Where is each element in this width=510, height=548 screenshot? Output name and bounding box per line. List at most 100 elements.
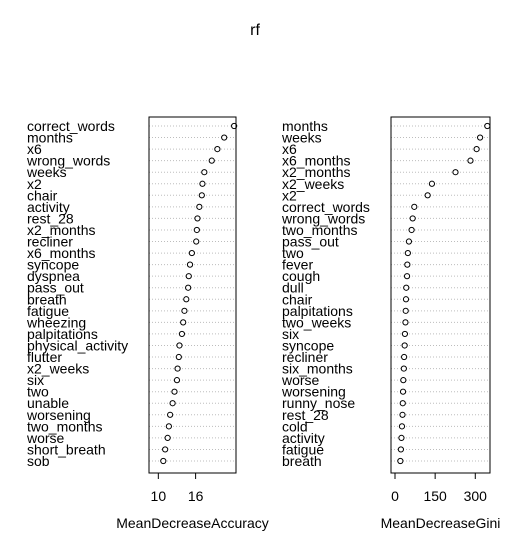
variable-label: two_weeks — [282, 314, 351, 330]
importance-point — [403, 273, 411, 280]
variable-label: syncope — [282, 337, 334, 353]
importance-point — [167, 411, 174, 418]
importance-point — [171, 388, 178, 395]
variable-label: physical_activity — [27, 337, 128, 353]
variable-label: breath — [27, 291, 67, 307]
variable-label: breath — [282, 453, 322, 469]
importance-point — [214, 146, 221, 153]
variable-label: chair — [27, 187, 58, 203]
importance-point — [193, 226, 200, 234]
importance-point — [402, 307, 409, 314]
importance-point — [162, 446, 169, 453]
x-tick-label: 16 — [188, 488, 204, 504]
importance-point — [399, 411, 406, 418]
variable-label: worse — [26, 430, 65, 446]
variable-label: short_breath — [27, 441, 106, 457]
variable-label: x6_months — [282, 153, 350, 169]
importance-point — [208, 157, 215, 164]
importance-point — [169, 400, 176, 407]
importance-point — [402, 319, 409, 326]
importance-point — [185, 273, 192, 280]
variable-label: six — [27, 372, 44, 388]
variable-label: x2_months — [27, 222, 95, 238]
importance-point — [176, 342, 183, 349]
variable-label: dull — [282, 280, 304, 296]
importance-point — [196, 203, 203, 210]
importance-point — [397, 446, 404, 453]
variable-label: x6 — [27, 141, 42, 157]
importance-point — [401, 353, 408, 361]
importance-point — [404, 261, 411, 268]
importance-point — [408, 226, 415, 234]
importance-point — [165, 423, 172, 430]
variable-label: wheezing — [26, 314, 86, 330]
variable-label: two_months — [282, 222, 357, 238]
importance-point — [397, 457, 404, 465]
variable-label: two_months — [27, 418, 102, 434]
importance-point — [401, 342, 408, 349]
variable-label: two — [27, 384, 49, 400]
x-tick-label: 10 — [151, 488, 167, 504]
importance-point — [193, 238, 200, 245]
x-tick-label: 150 — [423, 488, 447, 504]
variable-label: x2 — [282, 187, 297, 203]
importance-point — [201, 169, 208, 176]
importance-point — [199, 180, 206, 187]
importance-point — [484, 122, 491, 130]
x-axis-label-accuracy: MeanDecreaseAccuracy — [116, 515, 269, 531]
variable-label: wrong_words — [26, 153, 110, 169]
importance-point — [428, 180, 436, 187]
variable-label: pass_out — [27, 280, 84, 296]
variable-label: rest_28 — [282, 407, 329, 423]
variable-label: syncope — [27, 257, 79, 273]
variable-label: worsening — [281, 384, 346, 400]
variable-label: recliner — [27, 234, 73, 250]
variable-label: x2_weeks — [282, 176, 344, 192]
importance-point — [183, 296, 190, 303]
variable-label: fatigue — [27, 303, 69, 319]
variable-label: six_months — [282, 361, 353, 377]
variable-label: x6 — [282, 141, 297, 157]
variable-label: runny_nose — [282, 395, 355, 411]
importance-point — [175, 353, 182, 361]
importance-point — [194, 215, 201, 222]
importance-point — [404, 249, 411, 257]
variable-label: activity — [282, 430, 325, 446]
importance-point — [398, 434, 405, 441]
variable-label: cough — [282, 268, 320, 284]
variable-label: chair — [282, 291, 313, 307]
variable-label: unable — [27, 395, 69, 411]
importance-point — [185, 284, 192, 291]
variable-label: x6_months — [27, 245, 95, 261]
chart-title: rf — [250, 22, 260, 39]
importance-point — [400, 377, 407, 384]
importance-point — [424, 192, 431, 199]
variable-label: wrong_words — [281, 210, 365, 226]
importance-point — [473, 146, 480, 153]
importance-point — [198, 192, 205, 199]
variable-label: x2_months — [282, 164, 350, 180]
importance-point — [178, 330, 186, 338]
importance-point — [402, 296, 410, 303]
variable-label: palpitations — [27, 326, 98, 342]
importance-point — [409, 215, 416, 222]
importance-point — [399, 400, 406, 407]
importance-point — [174, 365, 181, 372]
variable-label: x2 — [27, 176, 42, 192]
plot-frame — [148, 116, 237, 474]
variable-label: worsening — [26, 407, 91, 423]
variable-label: fever — [282, 257, 313, 273]
importance-point — [411, 203, 418, 210]
importance-point — [173, 377, 181, 384]
importance-point — [401, 330, 409, 338]
importance-point — [400, 365, 407, 372]
importance-point — [164, 434, 171, 441]
importance-point — [186, 261, 194, 268]
variable-label: dyspnea — [27, 268, 80, 284]
variable-label: flutter — [27, 349, 62, 365]
variable-label: weeks — [281, 130, 322, 146]
variable-label: cold — [282, 418, 308, 434]
importance-point — [403, 284, 410, 291]
variable-label: worse — [281, 372, 320, 388]
variable-label: sob — [27, 453, 50, 469]
